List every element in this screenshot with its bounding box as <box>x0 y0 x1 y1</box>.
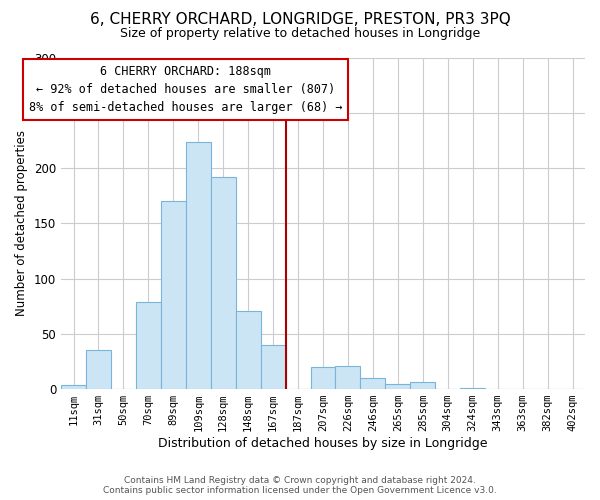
Bar <box>385 384 410 389</box>
Text: 6 CHERRY ORCHARD: 188sqm
← 92% of detached houses are smaller (807)
8% of semi-d: 6 CHERRY ORCHARD: 188sqm ← 92% of detach… <box>29 65 343 114</box>
Bar <box>86 350 111 389</box>
Bar <box>260 345 286 389</box>
Bar <box>460 388 485 389</box>
Bar <box>361 378 385 389</box>
X-axis label: Distribution of detached houses by size in Longridge: Distribution of detached houses by size … <box>158 437 488 450</box>
Bar <box>136 302 161 389</box>
Bar <box>410 382 435 389</box>
Bar <box>311 367 335 389</box>
Bar <box>335 366 361 389</box>
Text: Contains HM Land Registry data © Crown copyright and database right 2024.
Contai: Contains HM Land Registry data © Crown c… <box>103 476 497 495</box>
Bar <box>161 201 186 389</box>
Text: Size of property relative to detached houses in Longridge: Size of property relative to detached ho… <box>120 28 480 40</box>
Text: 6, CHERRY ORCHARD, LONGRIDGE, PRESTON, PR3 3PQ: 6, CHERRY ORCHARD, LONGRIDGE, PRESTON, P… <box>89 12 511 28</box>
Y-axis label: Number of detached properties: Number of detached properties <box>16 130 28 316</box>
Bar <box>186 142 211 389</box>
Bar <box>236 310 260 389</box>
Bar <box>211 177 236 389</box>
Bar <box>61 384 86 389</box>
